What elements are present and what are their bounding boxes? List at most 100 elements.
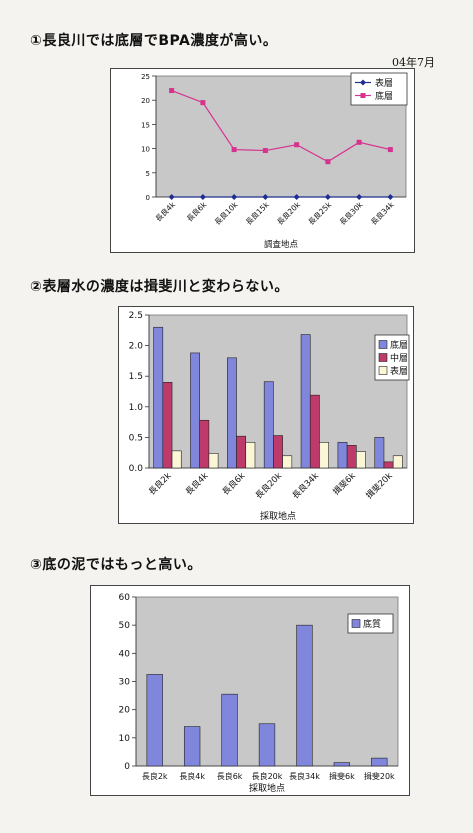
legend-label: 中層: [390, 352, 408, 364]
x-tick-label: 長良2k: [146, 470, 173, 497]
y-tick-label: 0.0: [129, 464, 144, 474]
data-point: [262, 194, 269, 200]
legend-box: [347, 613, 394, 634]
data-point: [356, 139, 362, 145]
legend-label: 底層: [390, 339, 408, 351]
x-tick-label: 揖斐6k: [331, 470, 358, 497]
bar: [236, 435, 247, 469]
data-point: [262, 148, 268, 154]
bar: [346, 445, 357, 469]
y-tick-label: 0: [146, 194, 150, 202]
x-tick-label: 長良4k: [183, 470, 210, 497]
x-tick-label: 長良25k: [306, 199, 334, 227]
bar: [282, 455, 293, 469]
data-point: [200, 100, 206, 106]
data-point: [294, 142, 300, 148]
x-tick-label: 長良30k: [337, 199, 365, 227]
y-tick-label: 50: [119, 621, 131, 631]
legend-swatch: [378, 366, 388, 375]
x-tick-label: 長良34k: [289, 771, 320, 781]
legend-marker: [360, 79, 366, 86]
bar: [319, 441, 329, 469]
y-tick-label: 2.5: [129, 311, 143, 321]
bar: [183, 726, 201, 767]
bar: [309, 394, 320, 469]
x-tick-label: 揖斐6k: [329, 771, 355, 781]
y-tick-label: 20: [119, 706, 131, 716]
x-tick-label: 揖斐20k: [364, 470, 395, 501]
y-tick-label: 2.0: [129, 342, 144, 352]
y-tick-label: 40: [119, 649, 131, 659]
x-tick-label: 長良20k: [275, 199, 303, 227]
x-tick-label: 長良6k: [220, 470, 247, 497]
bar: [190, 352, 200, 469]
y-tick-label: 5: [146, 170, 150, 178]
data-point: [324, 194, 331, 200]
series-line: [171, 89, 391, 163]
data-point: [325, 159, 331, 165]
heading-2: ②表層水の濃度は揖斐川と変わらない。: [30, 279, 289, 295]
bar: [208, 453, 219, 469]
bar: [162, 382, 173, 469]
bar: [300, 334, 311, 469]
data-point: [356, 194, 363, 200]
bar-chart-water-box: 0.0 0.5 1.0 1.5 2.0 2.5 長良2k 長良4k 長良6k 長良20k 長良34k…: [118, 306, 414, 524]
legend-swatch: [378, 340, 388, 349]
bar-chart-sediment: 0 10 20 30 40 50 60 長良2k 長良4k 長良6k 長良20k 長良34k 揖斐6k 揖…: [119, 593, 399, 794]
x-tick-label: 揖斐20k: [364, 771, 395, 781]
bar: [374, 437, 385, 469]
y-tick-label: 20: [141, 97, 150, 105]
data-point: [231, 147, 237, 153]
y-tick-label: 0: [124, 762, 130, 772]
bar: [245, 441, 256, 469]
heading-3: ③底の泥ではもっと高い。: [30, 557, 202, 573]
y-tick-label: 10: [119, 734, 131, 744]
line-chart-box: 0 5 10 15 20 25 長良4k 長良6k 長良10k 長良15k 長良20k 長良25k 長良…: [110, 68, 415, 253]
legend-marker: [360, 93, 366, 98]
data-point: [231, 194, 238, 200]
bar: [221, 693, 238, 767]
y-tick-label: 0.5: [129, 433, 143, 443]
x-tick-label: 長良34k: [368, 199, 396, 227]
bar: [371, 757, 388, 767]
bar: [296, 624, 313, 767]
y-tick-label: 60: [119, 593, 131, 603]
x-axis-label: 採取地点: [260, 510, 296, 522]
data-point: [168, 194, 175, 200]
x-tick-label: 長良6k: [217, 771, 243, 781]
data-point: [169, 88, 175, 94]
y-tick-label: 1.0: [129, 403, 144, 413]
x-tick-label: 長良15k: [243, 199, 271, 227]
heading-1: ①長良川では底層でBPA濃度が高い。: [30, 33, 278, 49]
legend-label: 底質: [363, 618, 381, 630]
legend-label: 表層: [390, 365, 408, 377]
x-tick-label: 長良20k: [253, 470, 284, 501]
x-tick-label: 長良2k: [142, 771, 168, 781]
data-point: [199, 194, 206, 200]
legend-swatch: [351, 619, 361, 628]
data-point: [293, 194, 300, 200]
bar: [146, 674, 163, 767]
x-tick-label: 長良6k: [184, 199, 209, 224]
x-axis-label: 採取地点: [249, 782, 285, 794]
y-tick-label: 30: [119, 678, 131, 688]
bar-chart-sediment-box: 0 10 20 30 40 50 60 長良2k 長良4k 長良6k 長良20k 長良34k 揖斐6k 揖…: [90, 585, 410, 796]
bar: [263, 381, 274, 469]
data-point: [387, 147, 393, 153]
data-point: [387, 194, 394, 200]
bar: [392, 455, 403, 469]
bar: [337, 441, 348, 469]
x-tick-label: 長良20k: [252, 771, 283, 781]
legend-box: [350, 72, 408, 106]
y-tick-label: 15: [141, 121, 150, 129]
bar: [383, 461, 394, 469]
legend-label: 表層: [375, 77, 393, 89]
y-tick-label: 1.5: [129, 372, 143, 382]
bar: [273, 435, 283, 469]
x-axis-label: 調査地点: [264, 239, 299, 250]
y-tick-label: 25: [141, 73, 150, 81]
bar: [171, 450, 182, 469]
x-tick-label: 長良4k: [153, 199, 178, 224]
bar: [153, 326, 164, 469]
